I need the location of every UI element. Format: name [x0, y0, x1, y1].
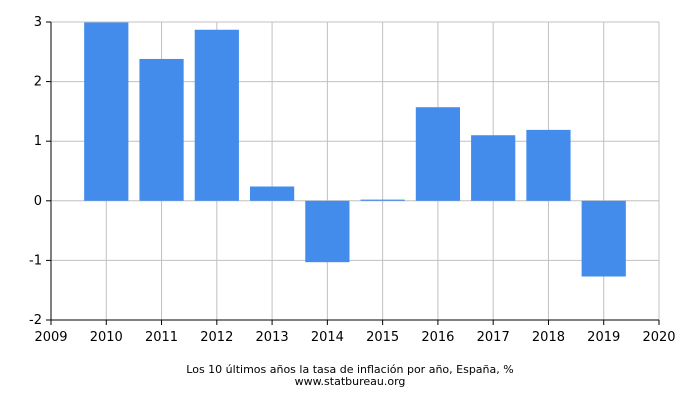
bar-2018 [526, 129, 571, 201]
bar-2016 [415, 107, 461, 201]
bar-2017 [471, 135, 516, 201]
x-tick-label: 2012 [200, 330, 233, 345]
x-tick-label: 2011 [145, 330, 178, 345]
chart-source: www.statbureau.org [294, 375, 406, 388]
x-tick-label: 2014 [311, 330, 344, 345]
bar-2010 [84, 22, 129, 201]
y-tick-label: 3 [34, 15, 42, 30]
y-tick-label: -2 [29, 313, 42, 328]
x-tick-label: 2019 [587, 330, 620, 345]
x-tick-label: 2010 [90, 330, 123, 345]
x-tick-label: 2013 [256, 330, 289, 345]
x-tick-label: 2017 [477, 330, 510, 345]
x-tick-label: 2016 [421, 330, 454, 345]
bar-2014 [305, 200, 350, 263]
x-tick-label: 2020 [642, 330, 675, 345]
y-tick-label: 0 [34, 194, 42, 209]
x-tick-label: 2018 [532, 330, 565, 345]
y-tick-label: -1 [29, 253, 42, 268]
chart-title: Los 10 últimos años la tasa de inflación… [186, 363, 514, 376]
bar-2015 [360, 199, 405, 201]
x-tick-label: 2009 [34, 330, 67, 345]
y-tick-label: 2 [34, 75, 42, 90]
bar-2019 [581, 200, 626, 277]
bar-2011 [139, 58, 184, 201]
bar-2013 [249, 186, 295, 201]
y-tick-label: 1 [34, 134, 42, 149]
chart-plot: 3 2 1 0 -1 -2 2009 2010 2011 2012 2013 2014 2015 2016… [29, 15, 676, 345]
bar-2012 [194, 29, 239, 201]
x-tick-label: 2015 [366, 330, 399, 345]
